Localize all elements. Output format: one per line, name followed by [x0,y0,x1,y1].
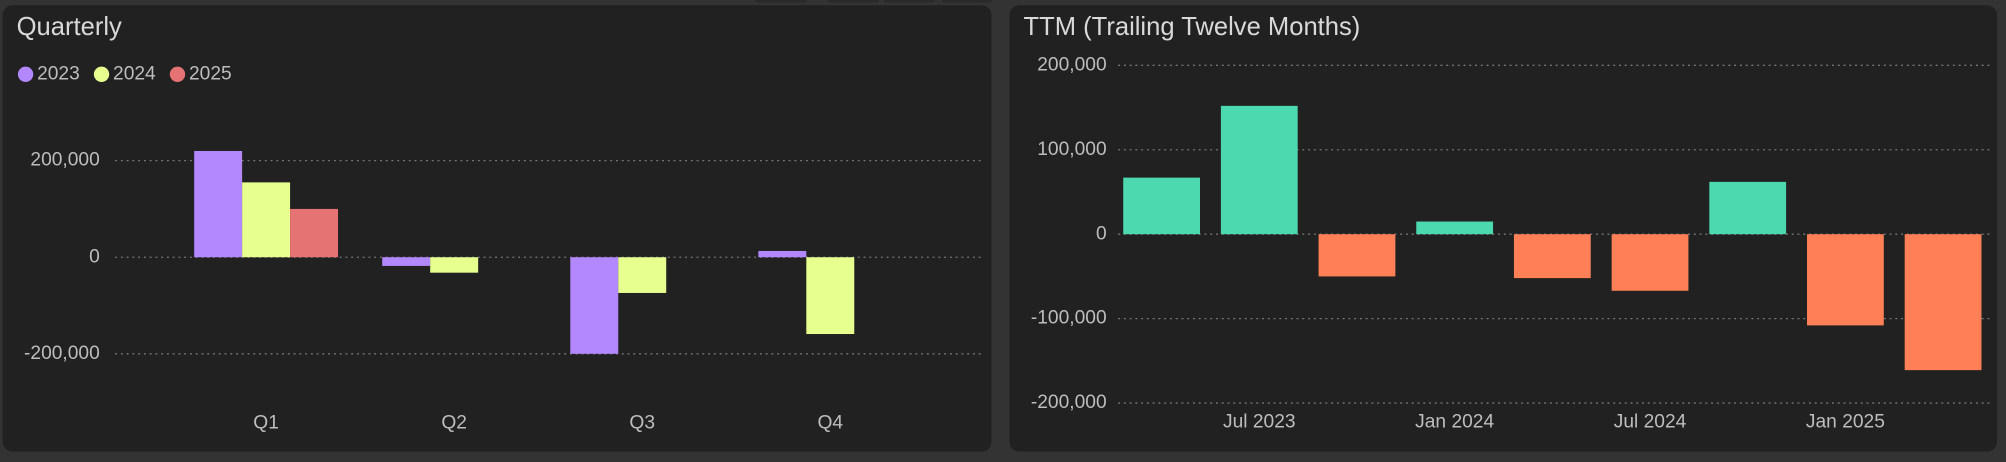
x-tick-label: Jul 2023 [1223,411,1296,432]
bar [806,257,855,335]
x-tick-label: Jul 2024 [1614,411,1687,432]
legend-label: 2024 [113,63,156,84]
chart-title: Quarterly [17,13,122,41]
bar [1709,181,1787,235]
bar [382,257,431,266]
bar [1318,234,1396,277]
panel [2,5,992,452]
y-tick-label: 100,000 [1037,139,1106,160]
tab [754,0,806,3]
x-tick-label: Q2 [441,413,467,434]
bar [1220,105,1298,235]
chart-title: TTM (Trailing Twelve Months) [1023,13,1360,41]
y-tick-label: 0 [89,246,100,267]
bar [1904,234,1982,371]
x-tick-label: Jan 2025 [1806,411,1885,432]
x-tick-label: Q4 [817,413,843,434]
bar [1416,221,1494,235]
bar [1611,234,1689,291]
y-tick-label: -200,000 [24,343,100,364]
tab [884,0,936,3]
tab [941,0,993,3]
x-tick-label: Jan 2024 [1415,411,1494,432]
bar [290,208,339,258]
bar [1513,234,1591,279]
legend-swatch [93,66,110,82]
bar [570,257,619,354]
bar [1123,177,1200,235]
legend-label: 2025 [189,63,232,84]
y-tick-label: 200,000 [30,150,99,171]
legend-swatch [169,66,186,82]
bar [242,182,291,258]
tab [827,0,879,3]
y-tick-label: 0 [1096,223,1107,244]
bar [758,250,807,258]
y-tick-label: -100,000 [1031,308,1107,329]
y-tick-label: -200,000 [1031,392,1107,413]
x-tick-label: Q1 [253,413,279,434]
legend-swatch [17,66,34,82]
bar [618,257,667,293]
bar [1807,234,1884,326]
y-tick-label: 200,000 [1037,54,1106,75]
bar [194,150,243,258]
x-tick-label: Q3 [629,413,655,434]
legend-label: 2023 [37,63,80,84]
bar [430,257,479,273]
